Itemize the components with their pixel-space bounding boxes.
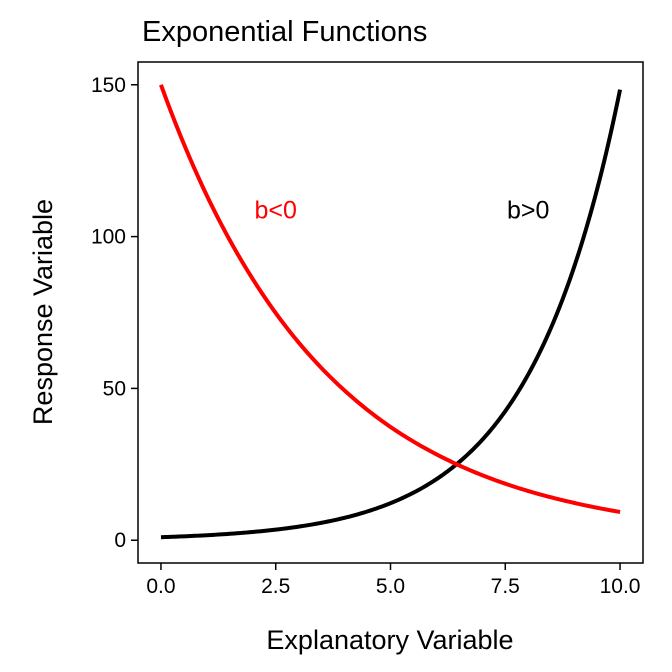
annotation-layer: b<0 b>0	[255, 196, 550, 224]
series-line-1	[159, 84, 621, 514]
series-layer	[159, 84, 623, 540]
x-tick-label: 0.0	[146, 575, 175, 598]
x-tick-label: 10.0	[600, 575, 641, 598]
chart-title: Exponential Functions	[142, 16, 427, 48]
x-axis: 0.0 2.5 5.0 7.5 10.0	[146, 563, 640, 598]
y-tick-label: 50	[103, 377, 126, 400]
x-tick-label: 5.0	[376, 575, 405, 598]
x-axis-title: Explanatory Variable	[266, 625, 513, 655]
y-axis: 0 50 100 150	[91, 74, 138, 552]
y-tick-label: 100	[91, 226, 126, 249]
annotation-label: b>0	[507, 196, 549, 224]
y-tick-label: 150	[91, 74, 126, 97]
y-axis-title: Response Variable	[28, 199, 58, 425]
y-tick-label: 0	[114, 529, 126, 552]
plot-panel	[137, 61, 644, 564]
annotation-label: b<0	[255, 196, 297, 224]
x-tick-label: 7.5	[491, 575, 520, 598]
series-line-0	[160, 89, 623, 540]
x-tick-label: 2.5	[261, 575, 290, 598]
